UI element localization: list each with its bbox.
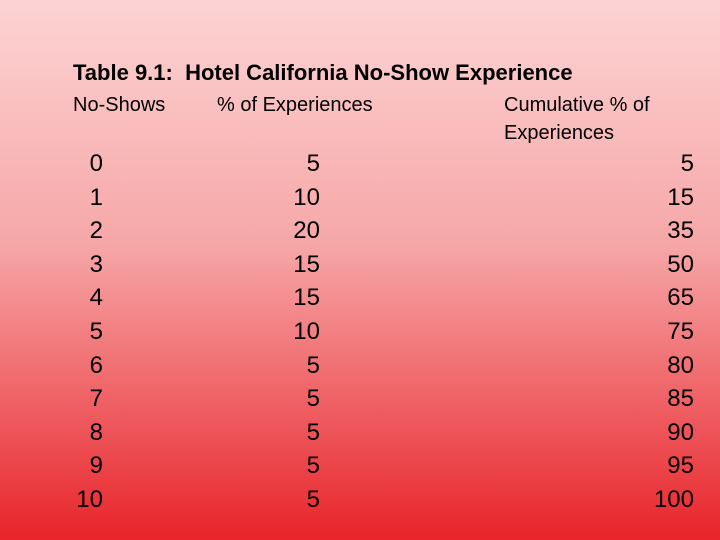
table-cell: 5 bbox=[306, 150, 320, 177]
table-cell: 10 bbox=[76, 486, 103, 513]
table-cell: 3 bbox=[89, 250, 103, 278]
column-header: Cumulative % of Experiences bbox=[504, 94, 656, 144]
table-cell: 6 bbox=[89, 351, 103, 379]
table-cell: 5 bbox=[306, 452, 320, 480]
table-cell: 4 bbox=[89, 284, 103, 312]
table-cell: 95 bbox=[667, 452, 694, 480]
table-title: Table 9.1: Hotel California No-Show Expe… bbox=[73, 60, 573, 85]
table-cell: 1 bbox=[89, 183, 103, 211]
table-cell: 5 bbox=[306, 385, 320, 413]
table-cell: 50 bbox=[667, 250, 694, 278]
table-cell: 90 bbox=[667, 418, 694, 446]
table-cell: 5 bbox=[306, 418, 320, 446]
table-cell: 9 bbox=[89, 452, 103, 480]
table-cell: 5 bbox=[680, 150, 694, 177]
table-cell: 20 bbox=[293, 217, 320, 245]
column-header: % of Experiences bbox=[217, 94, 373, 116]
table-cell: 5 bbox=[306, 351, 320, 379]
table-cell: 15 bbox=[293, 250, 320, 278]
table-cell: 15 bbox=[667, 183, 694, 211]
table-cell: 35 bbox=[667, 217, 694, 245]
table-cell: 8 bbox=[89, 418, 103, 446]
table-cell: 75 bbox=[667, 318, 694, 345]
table-cell: 5 bbox=[89, 318, 103, 345]
table-cell: 15 bbox=[293, 284, 320, 312]
table-cell: 2 bbox=[89, 217, 103, 245]
table-cell: 10 bbox=[293, 318, 320, 345]
table-cell: 10 bbox=[293, 183, 320, 211]
table-cell: 5 bbox=[306, 486, 320, 513]
table-cell: 65 bbox=[667, 284, 694, 312]
table-cell: 100 bbox=[653, 486, 694, 513]
table-cell: 7 bbox=[89, 385, 103, 413]
table-cell: 80 bbox=[667, 351, 694, 379]
column-header: No-Shows bbox=[73, 94, 166, 116]
table-cell: 85 bbox=[667, 385, 694, 413]
table-cell: 0 bbox=[89, 150, 103, 177]
